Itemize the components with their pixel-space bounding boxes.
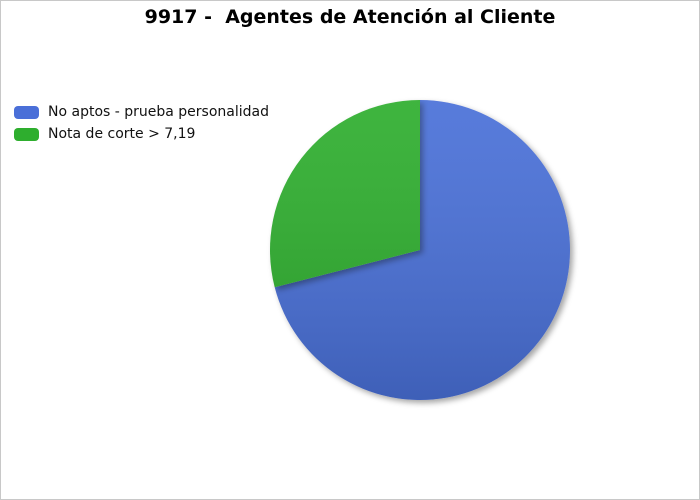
legend-item: Nota de corte > 7,19	[14, 123, 269, 145]
legend-swatch	[14, 127, 39, 141]
legend: No aptos - prueba personalidad Nota de c…	[14, 101, 269, 145]
legend-label: Nota de corte > 7,19	[48, 126, 196, 142]
legend-label: No aptos - prueba personalidad	[48, 104, 269, 120]
legend-item: No aptos - prueba personalidad	[14, 101, 269, 123]
legend-swatch	[14, 105, 39, 119]
chart-title: 9917 - Agentes de Atención al Cliente	[144, 6, 556, 28]
